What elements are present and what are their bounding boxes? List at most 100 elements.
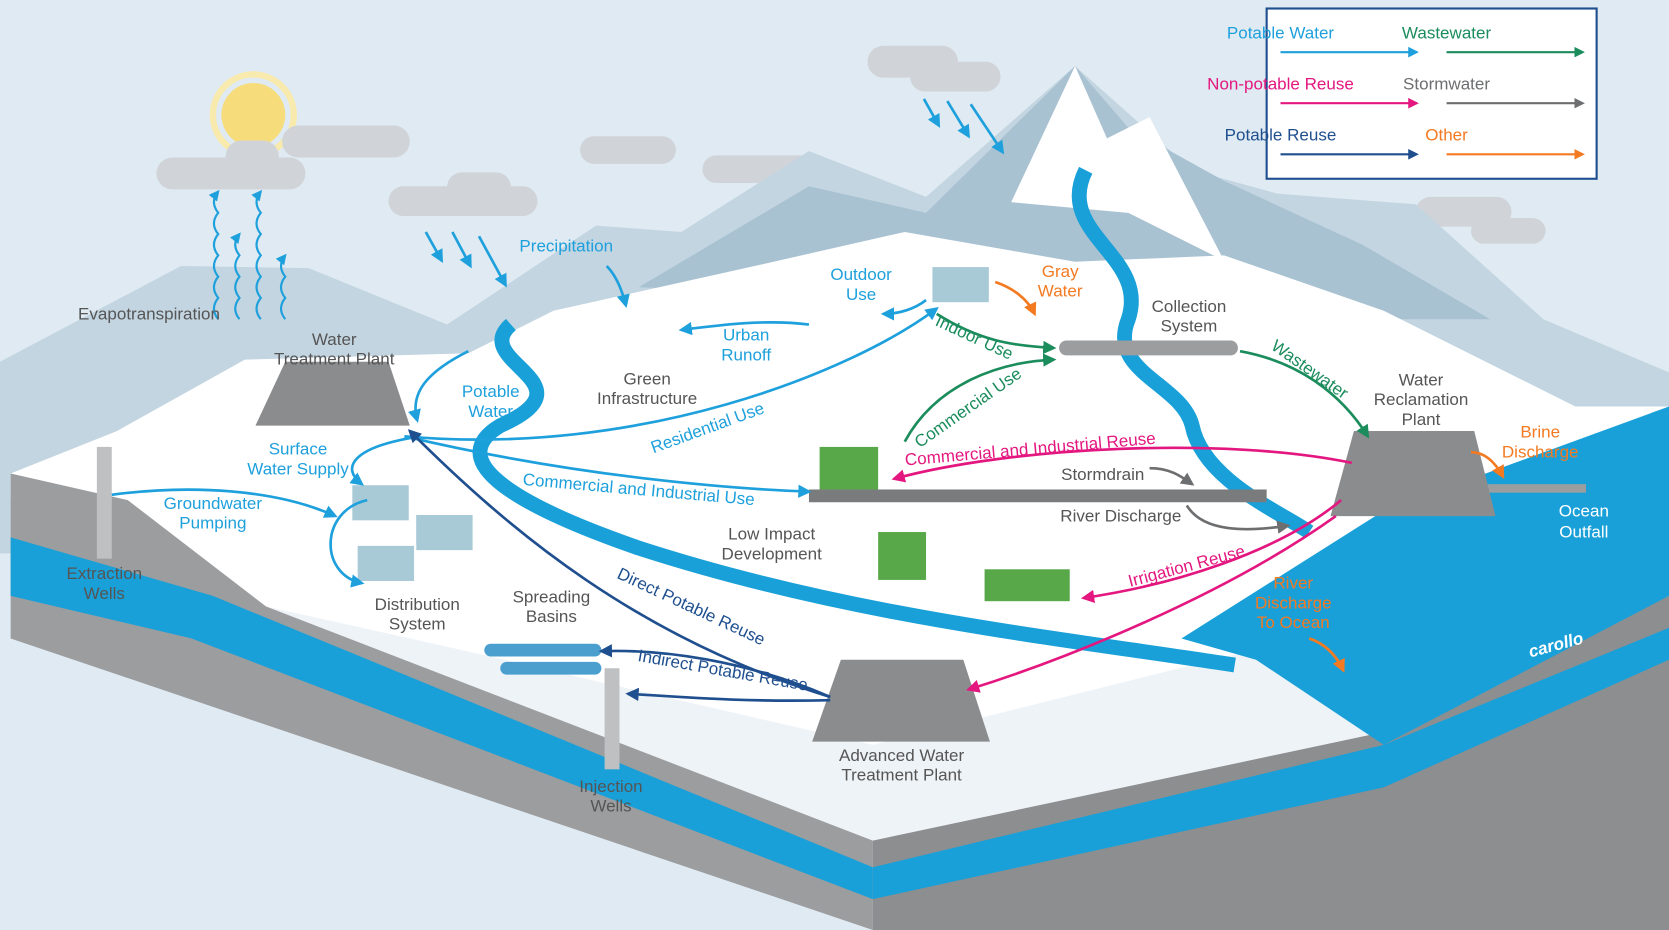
label: System bbox=[1161, 317, 1218, 336]
legend-label: Non-potable Reuse bbox=[1207, 75, 1354, 94]
plants bbox=[255, 361, 1496, 742]
clouds bbox=[156, 45, 1546, 244]
evaporation-arrow bbox=[230, 232, 241, 320]
evaporation-arrow bbox=[275, 253, 287, 320]
label: Spreading bbox=[513, 588, 591, 607]
label: Discharge bbox=[1502, 442, 1579, 461]
evaporation-arrow bbox=[251, 189, 263, 320]
sun bbox=[221, 82, 286, 147]
label: Green bbox=[624, 369, 671, 388]
evaporation-arrow bbox=[208, 189, 220, 320]
buildings-green bbox=[819, 446, 1070, 602]
label: Precipitation bbox=[519, 236, 613, 255]
label: Potable bbox=[462, 382, 520, 401]
legend-box bbox=[1265, 7, 1598, 180]
label: Treatment Plant bbox=[274, 350, 395, 369]
label: Basins bbox=[526, 607, 577, 626]
collection-pipe bbox=[1059, 340, 1238, 356]
label: Ocean bbox=[1559, 501, 1609, 520]
label: Extraction bbox=[66, 564, 142, 583]
label: Water bbox=[1399, 370, 1444, 389]
flow-arrow bbox=[678, 321, 810, 336]
label: Distribution bbox=[375, 595, 460, 614]
flow-arrow bbox=[1308, 637, 1345, 673]
river-lower bbox=[472, 318, 1236, 673]
legend-label: Wastewater bbox=[1402, 24, 1492, 43]
flow-arrow bbox=[349, 434, 421, 486]
label: Infrastructure bbox=[597, 389, 697, 408]
flow-arrow bbox=[605, 265, 630, 308]
label: Advanced Water bbox=[839, 746, 965, 765]
flow-arrow bbox=[424, 231, 444, 264]
label: Water Supply bbox=[247, 459, 349, 478]
flow-arrow bbox=[1239, 349, 1370, 439]
label: Water bbox=[1038, 282, 1083, 301]
label: River Discharge bbox=[1060, 507, 1181, 526]
flow-arrow bbox=[477, 235, 507, 288]
label: Outfall bbox=[1559, 523, 1608, 542]
outfall-pipe bbox=[1479, 484, 1586, 493]
flow-arrow bbox=[880, 299, 927, 321]
flow-arrow bbox=[946, 100, 970, 139]
basins bbox=[484, 643, 602, 675]
road bbox=[808, 489, 1267, 503]
wells bbox=[96, 446, 620, 770]
label: Urban bbox=[723, 326, 769, 345]
aquifer-left bbox=[10, 537, 873, 900]
label: Stormdrain bbox=[1061, 465, 1144, 484]
flow-arrow bbox=[404, 434, 812, 498]
flow-arrow bbox=[598, 644, 831, 699]
flow-arrow bbox=[891, 446, 1353, 483]
label: Use bbox=[846, 285, 876, 304]
flow-arrow bbox=[329, 498, 368, 588]
legend-label: Other bbox=[1425, 126, 1468, 145]
flow-arrow bbox=[451, 231, 472, 269]
label: System bbox=[389, 615, 446, 634]
flow-arrow bbox=[111, 488, 338, 518]
label: Collection bbox=[1152, 297, 1227, 316]
label: Evapotranspiration bbox=[78, 304, 220, 323]
flow-arrow bbox=[625, 687, 831, 702]
label: To Ocean bbox=[1257, 613, 1330, 632]
label: Reclamation bbox=[1374, 390, 1469, 409]
flow-arrow bbox=[1080, 499, 1343, 604]
label: Low Impact bbox=[728, 525, 815, 544]
label: Discharge bbox=[1255, 593, 1332, 612]
flow-arrow bbox=[994, 280, 1037, 317]
flow-arrow bbox=[903, 353, 1057, 443]
label: Wells bbox=[590, 797, 631, 816]
snow-cap bbox=[1011, 65, 1225, 261]
aquifer-right bbox=[872, 627, 1669, 900]
flow-arrow bbox=[935, 312, 1057, 355]
label: Surface bbox=[269, 440, 328, 459]
flow-arrow bbox=[966, 514, 1337, 693]
flow-arrow bbox=[969, 103, 1005, 155]
flow-arrow bbox=[407, 349, 469, 423]
flow-arrow bbox=[1470, 450, 1505, 480]
label: River bbox=[1273, 574, 1313, 593]
label: Injection bbox=[579, 777, 642, 796]
label: Wells bbox=[84, 584, 125, 603]
label: Runoff bbox=[721, 345, 771, 364]
label: Outdoor bbox=[830, 265, 892, 284]
label: Plant bbox=[1402, 410, 1441, 429]
label: Treatment Plant bbox=[841, 766, 962, 785]
label: Water bbox=[468, 402, 513, 421]
label: Pumping bbox=[179, 514, 246, 533]
legend: Potable Water Wastewater Non-potable Reuse… bbox=[1207, 7, 1598, 180]
flow-arrow bbox=[1185, 504, 1291, 534]
legend-label: Potable Water bbox=[1227, 24, 1335, 43]
houses bbox=[350, 264, 991, 584]
flow-arrow bbox=[404, 306, 939, 441]
flow-arrow bbox=[922, 98, 941, 128]
river-upper bbox=[1071, 166, 1314, 539]
label: Brine bbox=[1520, 423, 1560, 442]
label: Gray bbox=[1042, 262, 1079, 281]
legend-label: Potable Reuse bbox=[1225, 126, 1337, 145]
label: Groundwater bbox=[164, 494, 263, 513]
label: Development bbox=[722, 544, 823, 563]
lowland bbox=[266, 606, 1374, 841]
label: Water bbox=[312, 330, 357, 349]
legend-label: Stormwater bbox=[1403, 75, 1490, 94]
